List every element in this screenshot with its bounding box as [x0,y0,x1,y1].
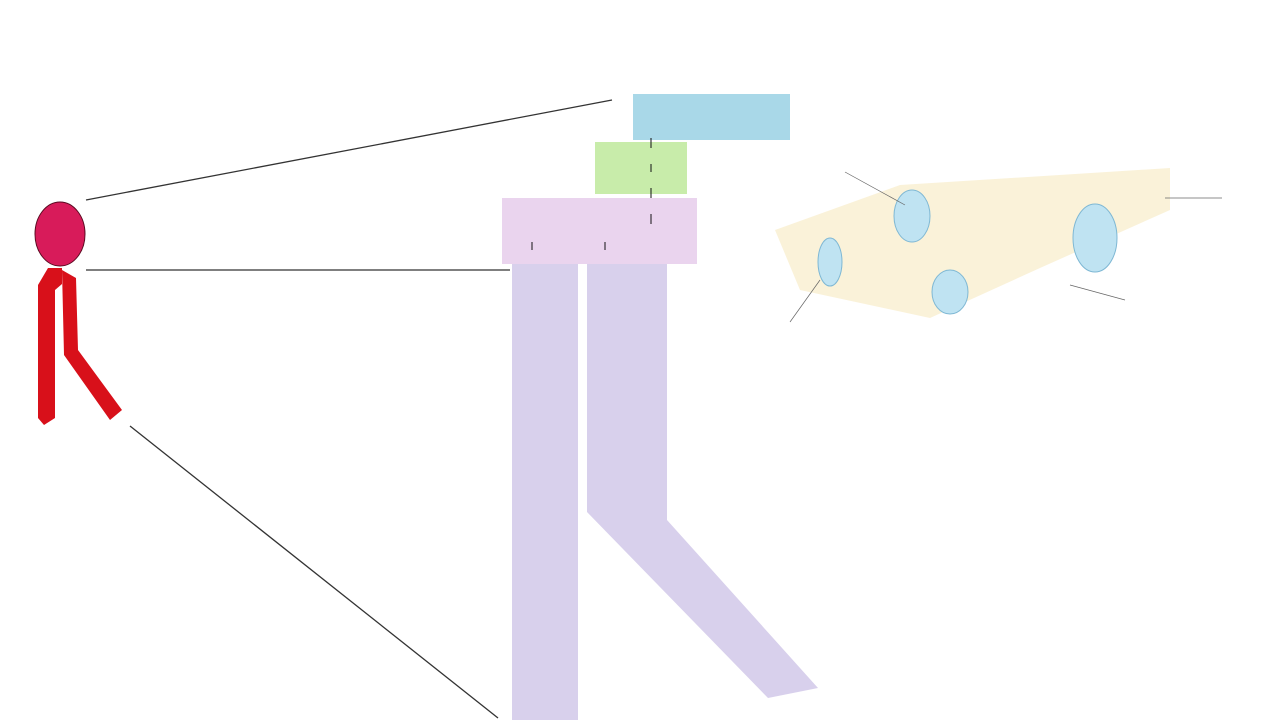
tail-left-box [512,264,578,720]
tail-right-box [587,264,818,698]
membrane-label-lines [789,171,1222,323]
connector-lines [85,99,613,719]
protein-icon [817,237,843,287]
membrane-model-figure [775,168,1222,323]
figure-tail-left [38,268,62,425]
figure-tail-right [62,270,122,420]
phosphate-box [595,142,687,194]
connector-bottom [129,425,499,719]
protein-icon [931,269,969,315]
glycerol-box [502,198,697,264]
bond-lines [531,138,652,250]
connector-top [85,99,613,201]
choline-box [633,94,790,140]
protein-icon [1072,203,1118,273]
phospholipid-figure [34,201,122,425]
protein-icon [893,189,931,243]
figure-head [34,201,86,267]
